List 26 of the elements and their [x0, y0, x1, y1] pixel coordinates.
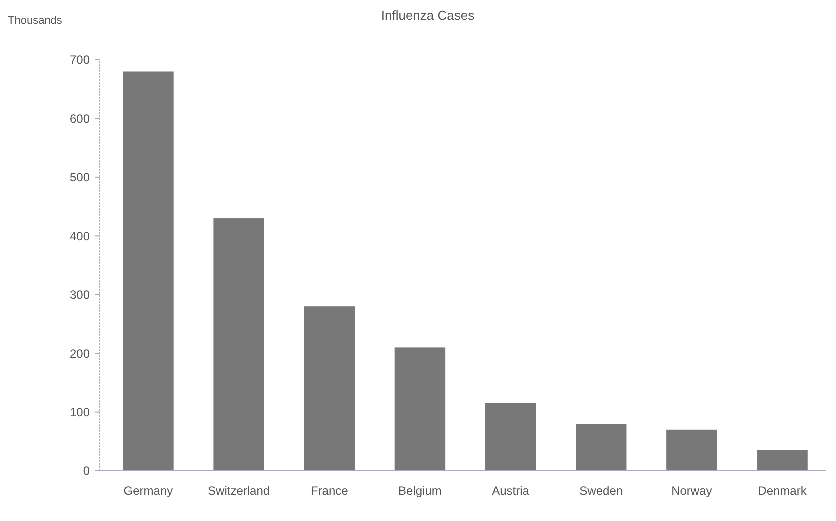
y-tick-label: 400	[70, 229, 90, 244]
x-tick-label: Germany	[124, 484, 174, 498]
x-tick-label: Belgium	[398, 484, 442, 498]
chart-title: Influenza Cases	[381, 8, 476, 23]
y-tick-label: 500	[70, 170, 90, 185]
bar	[304, 306, 355, 471]
bar	[666, 430, 718, 471]
y-tick-label: 200	[70, 346, 90, 361]
bar	[394, 348, 446, 471]
y-tick-label: 700	[70, 53, 90, 68]
y-tick-label: 100	[70, 405, 90, 420]
x-tick-label: Austria	[492, 484, 530, 498]
x-tick-label: France	[310, 484, 349, 498]
bar	[757, 450, 808, 471]
y-axis-title: Thousands	[8, 15, 63, 27]
x-tick-label: Sweden	[580, 484, 624, 498]
bar	[576, 424, 627, 471]
x-tick-label: Denmark	[758, 484, 808, 498]
bar	[123, 72, 174, 471]
y-tick-label: 0	[83, 464, 90, 478]
bar	[485, 403, 536, 471]
y-tick-label: 600	[70, 112, 90, 126]
y-tick-label: 300	[70, 288, 90, 302]
x-tick-label: Switzerland	[208, 484, 270, 498]
bar	[214, 218, 264, 471]
x-tick-label: Norway	[672, 484, 712, 498]
